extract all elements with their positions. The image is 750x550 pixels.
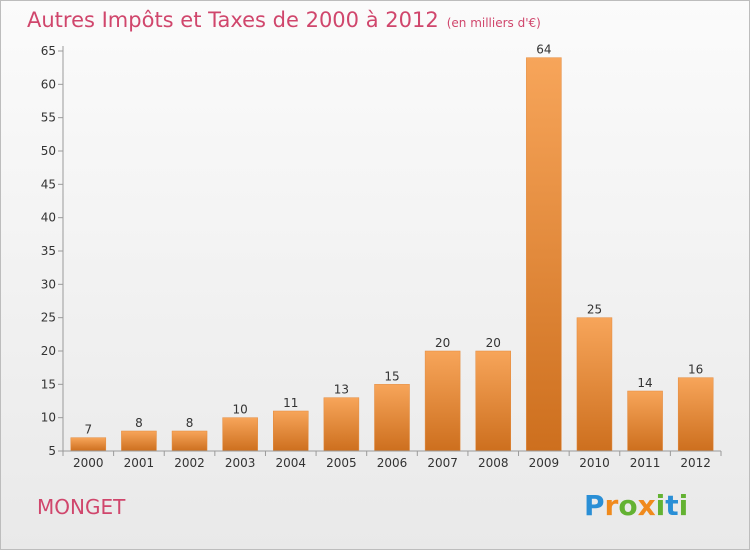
- x-tick-label: 2009: [529, 456, 560, 470]
- data-label: 8: [135, 416, 143, 430]
- chart-title-text: Autres Impôts et Taxes de 2000 à 2012: [27, 8, 439, 32]
- bar: [576, 317, 613, 452]
- x-tick-label: 2012: [680, 456, 711, 470]
- data-label: 13: [334, 383, 349, 397]
- bar: [677, 377, 714, 452]
- y-tick-label: 25: [41, 311, 56, 325]
- logo-letter: r: [604, 489, 619, 522]
- chart-title: Autres Impôts et Taxes de 2000 à 2012 (en…: [27, 8, 541, 32]
- data-label: 7: [84, 423, 92, 437]
- y-tick-label: 40: [41, 211, 56, 225]
- y-tick-label: 35: [41, 244, 56, 258]
- proxiti-logo: Proxiti: [584, 489, 688, 522]
- x-tick-label: 2003: [225, 456, 256, 470]
- data-label: 10: [233, 403, 248, 417]
- x-tick-label: 2006: [377, 456, 408, 470]
- y-tick-label: 30: [41, 277, 56, 291]
- chart-subtitle: (en milliers d'€): [446, 16, 541, 30]
- x-tick-label: 2005: [326, 456, 357, 470]
- y-tick-label: 65: [41, 44, 56, 58]
- data-label: 25: [587, 303, 602, 317]
- logo-letter: i: [655, 489, 666, 522]
- data-label: 15: [384, 369, 399, 383]
- logo-letter: t: [665, 489, 679, 522]
- bar: [273, 410, 309, 452]
- y-tick-label: 5: [48, 444, 56, 458]
- y-tick-label: 20: [41, 344, 56, 358]
- bar: [475, 350, 511, 452]
- logo-letter: o: [618, 489, 638, 522]
- x-tick-label: 2001: [124, 456, 155, 470]
- bar: [323, 397, 360, 452]
- data-label: 16: [688, 363, 703, 377]
- logo-letter: x: [637, 489, 656, 522]
- bar: [627, 390, 663, 452]
- y-tick-label: 15: [41, 377, 56, 391]
- bar: [424, 350, 461, 452]
- y-tick-label: 60: [41, 77, 56, 91]
- x-tick-label: 2000: [73, 456, 104, 470]
- bar: [70, 437, 107, 452]
- data-label: 11: [283, 396, 298, 410]
- data-label: 20: [486, 336, 501, 350]
- data-label: 14: [637, 376, 652, 390]
- bar: [171, 430, 208, 452]
- logo-letter: P: [584, 489, 605, 522]
- data-label: 64: [536, 43, 551, 57]
- x-tick-label: 2011: [630, 456, 661, 470]
- bar: [374, 384, 410, 452]
- x-tick-label: 2010: [579, 456, 610, 470]
- x-tick-label: 2004: [275, 456, 306, 470]
- bar: [526, 57, 562, 452]
- data-label: 8: [186, 416, 194, 430]
- x-tick-label: 2008: [478, 456, 509, 470]
- data-label: 20: [435, 336, 450, 350]
- x-tick-label: 2007: [427, 456, 458, 470]
- bar: [121, 430, 157, 452]
- logo-letter: i: [678, 489, 689, 522]
- y-tick-label: 55: [41, 111, 56, 125]
- y-tick-label: 50: [41, 144, 56, 158]
- x-tick-label: 2002: [174, 456, 205, 470]
- y-tick-label: 10: [41, 411, 56, 425]
- y-tick-label: 45: [41, 177, 56, 191]
- place-name: MONGET: [37, 495, 126, 519]
- bar: [222, 417, 258, 452]
